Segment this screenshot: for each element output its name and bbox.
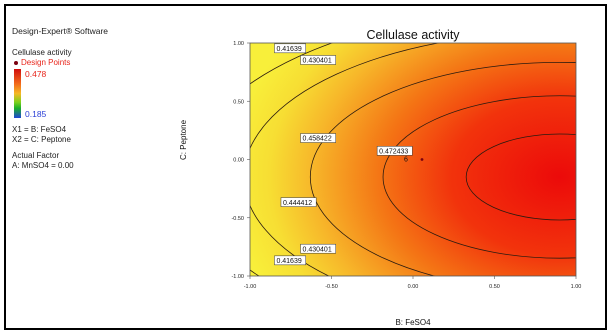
contour-label: 0.472433 [376, 146, 413, 156]
y-tick-label: 1.00 [233, 41, 244, 47]
chart-title: Cellulase activity [366, 28, 460, 42]
design-points-label: Design Points [21, 58, 71, 67]
contour-label: 0.444412 [280, 197, 317, 207]
contour-label: 0.41639 [274, 255, 307, 266]
contour-label-text: 0.472433 [379, 149, 408, 156]
y-tick-label: -0.50 [231, 216, 244, 222]
contour-label-text: 0.430401 [303, 246, 332, 253]
contour-label: 0.458422 [300, 133, 336, 143]
legend-panel: Design-Expert® Software Cellulase activi… [12, 26, 182, 170]
contour-label-box [280, 197, 317, 207]
contour-label-text: 0.41639 [276, 46, 301, 53]
x-tick-label: -1.00 [244, 284, 257, 290]
contour-label: 0.430401 [300, 55, 336, 65]
y-tick-label: 0.50 [233, 99, 244, 105]
contour-label: 0.430401 [300, 243, 336, 254]
contour-label-box [274, 255, 307, 266]
color-scale-min: 0.185 [25, 109, 47, 119]
contour-label-text: 0.444412 [283, 200, 312, 207]
x2-definition: X2 = C: Peptone [12, 135, 71, 144]
x-tick-label: 0.50 [489, 284, 500, 290]
contour-lines [250, 43, 576, 276]
contour-label-box [300, 243, 336, 254]
design-point-label: 6 [404, 157, 408, 164]
heatmap-fill [250, 43, 576, 276]
x-tick-label: -0.50 [325, 284, 338, 290]
x-tick-label: 1.00 [571, 284, 582, 290]
contour-line [465, 133, 576, 221]
contour-label-text: 0.41639 [276, 258, 301, 265]
contour-label: 0.41639 [274, 43, 307, 54]
design-point [420, 158, 424, 161]
contour-label-text: 0.458422 [303, 136, 332, 143]
contour-line [382, 95, 576, 259]
contour-label-box [376, 146, 413, 156]
design-points-legend: Design Points [14, 58, 70, 67]
x1-definition: X1 = B: FeSO4 [12, 125, 67, 134]
x-axis-label: B: FeSO4 [395, 318, 431, 327]
x-tick-label: 0.00 [408, 284, 419, 290]
contour-label-box [300, 55, 336, 65]
y-tick-label: 0.00 [233, 158, 244, 164]
contour-label-box [274, 43, 307, 54]
y-tick-label: -1.00 [231, 274, 244, 280]
actual-factor-value: A: MnSO4 = 0.00 [12, 161, 74, 170]
actual-factor-heading: Actual Factor [12, 151, 60, 160]
color-scale-bar [14, 69, 21, 118]
software-name: Design-Expert® Software [12, 26, 109, 36]
contour-line [309, 61, 576, 276]
contour-label-text: 0.430401 [303, 58, 332, 65]
contour-label-box [300, 133, 336, 143]
color-scale-max: 0.478 [25, 69, 47, 79]
design-point-marker-icon [14, 60, 18, 65]
response-name: Cellulase activity [12, 48, 72, 57]
